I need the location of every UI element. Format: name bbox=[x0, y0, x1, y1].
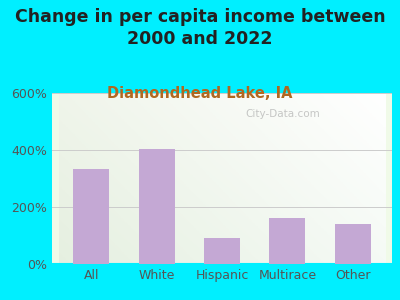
Bar bbox=[335, 224, 371, 264]
Bar bbox=[270, 218, 305, 264]
Text: Change in per capita income between
2000 and 2022: Change in per capita income between 2000… bbox=[15, 8, 385, 48]
Text: City-Data.com: City-Data.com bbox=[246, 109, 320, 118]
Bar bbox=[139, 148, 174, 264]
Bar bbox=[73, 169, 109, 264]
Bar bbox=[204, 238, 240, 264]
Text: Diamondhead Lake, IA: Diamondhead Lake, IA bbox=[107, 85, 293, 100]
